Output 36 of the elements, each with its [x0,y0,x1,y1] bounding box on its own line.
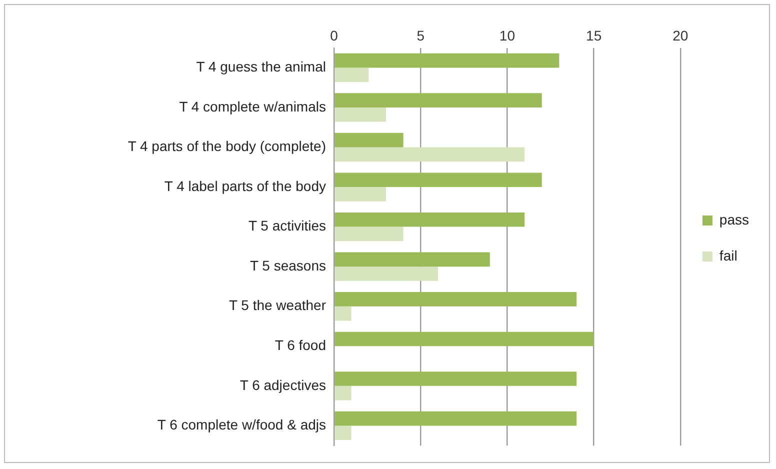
x-tick-label: 15 [586,27,602,44]
bar [334,147,525,162]
x-tick-label: 10 [499,27,516,44]
y-tick-label: T 5 seasons [250,257,326,274]
y-tick-label: T 6 adjectives [240,376,326,393]
bar [334,372,576,386]
bar [334,107,386,122]
y-tick-label: T 5 the weather [228,297,326,314]
bar [334,386,352,400]
bar [334,93,542,108]
legend-label: fail [719,247,738,264]
y-tick-label: T 4 parts of the body (complete) [128,138,326,154]
x-tick-label: 20 [672,27,688,44]
bar [334,426,352,440]
bar [334,411,576,426]
bar [334,266,438,281]
y-tick-label: T 6 food [274,337,326,354]
bar [334,172,542,188]
y-tick-label: T 5 activities [248,218,326,234]
bar [334,252,490,267]
bar [334,68,369,82]
bar [334,132,404,148]
y-tick-label: T 6 complete w/food & adjs [157,416,326,433]
bar [334,226,404,242]
y-tick-label: T 4 guess the animal [196,58,326,75]
y-tick-label: T 4 label parts of the body [164,178,326,194]
bar [334,53,560,68]
bar [334,332,594,346]
bar [334,306,352,321]
legend-label: pass [719,211,750,228]
bar [334,292,576,306]
x-tick-label: 0 [330,27,338,44]
bar [334,212,525,227]
x-tick-label: 5 [416,27,425,44]
bar [334,187,386,202]
y-tick-label: T 4 complete w/animals [179,98,326,114]
